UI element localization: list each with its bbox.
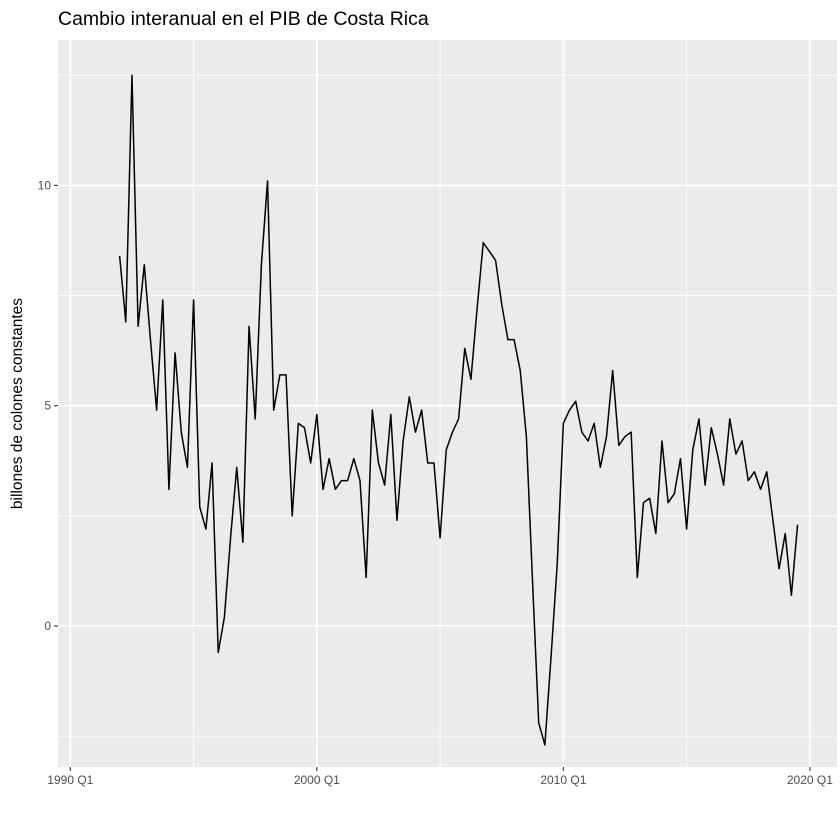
x-axis: 1990 Q1 2000 Q1 2010 Q1 2020 Q1 [47, 767, 833, 787]
y-axis: 0 5 10 [38, 178, 58, 633]
x-tick-label: 2020 Q1 [787, 773, 833, 787]
x-tick-label: 2010 Q1 [540, 773, 586, 787]
y-tick-label: 0 [44, 619, 51, 633]
x-tick-label: 2000 Q1 [294, 773, 340, 787]
gdp-change-line [118, 74, 799, 746]
y-tick-label: 10 [38, 178, 52, 192]
y-tick-label: 5 [44, 399, 51, 413]
minor-grid [58, 40, 837, 767]
major-grid [58, 40, 837, 767]
x-tick-label: 1990 Q1 [47, 773, 93, 787]
y-axis-label: billones de colones constantes [9, 298, 26, 509]
chart-title: Cambio interanual en el PIB de Costa Ric… [58, 8, 429, 30]
plot-panel [58, 40, 837, 767]
